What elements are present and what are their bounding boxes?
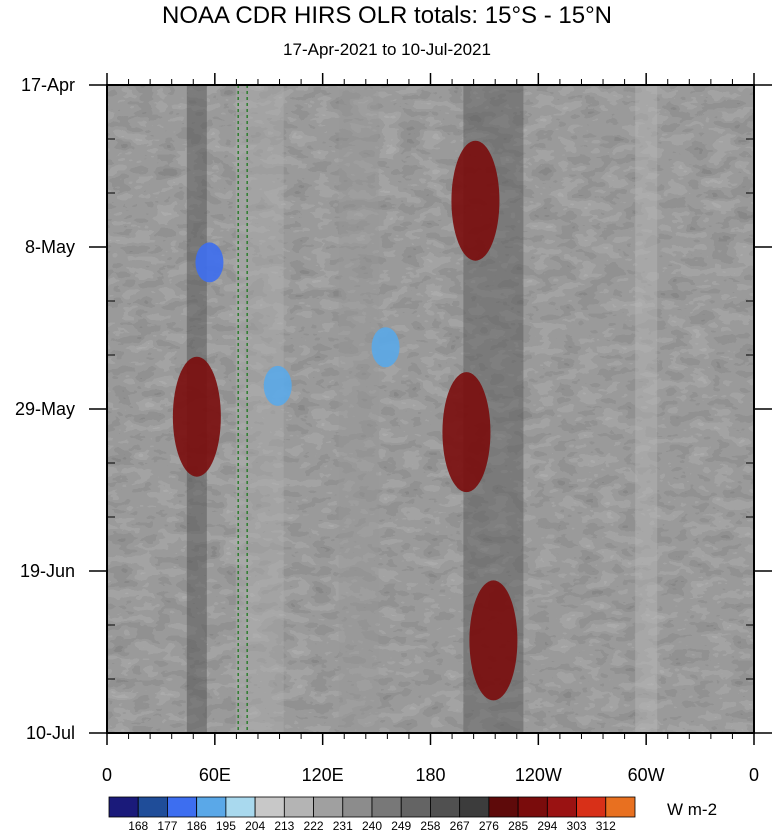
y-axis: 17-Apr 8-May 29-May 19-Jun 10-Jul (15, 75, 772, 743)
colorbar-label: 222 (304, 819, 324, 833)
colorbar-label: 231 (333, 819, 353, 833)
dry-region (442, 372, 491, 493)
y-tick-label: 29-May (15, 399, 75, 419)
colorbar-label: 294 (537, 819, 557, 833)
colorbar-box (459, 796, 490, 818)
x-tick-label: 60W (628, 765, 665, 785)
colorbar-box (605, 796, 636, 818)
convection-region (263, 365, 292, 406)
colorbar-box (225, 796, 256, 818)
colorbar-box (517, 796, 548, 818)
x-axis: 0 60E 120E 180 120W 60W 0 (102, 73, 759, 785)
x-tick-label: 0 (749, 765, 759, 785)
x-tick-label: 180 (415, 765, 445, 785)
colorbar-box (488, 796, 519, 818)
colorbar-label: 213 (274, 819, 294, 833)
colorbar-label: 177 (157, 819, 177, 833)
colorbar-box (313, 796, 344, 818)
chart-subtitle: 17-Apr-2021 to 10-Jul-2021 (283, 40, 491, 59)
colorbar-label: 312 (596, 819, 616, 833)
colorbar-label: 303 (567, 819, 587, 833)
chart-title: NOAA CDR HIRS OLR totals: 15°S - 15°N (162, 2, 612, 29)
colorbar-label: 249 (391, 819, 411, 833)
colorbar-label: 168 (128, 819, 148, 833)
colorbar-label: 186 (187, 819, 207, 833)
colorbar-box (576, 796, 607, 818)
field-band (338, 85, 379, 733)
colorbar-label: 285 (508, 819, 528, 833)
dry-region (451, 140, 500, 261)
colorbar-box (167, 796, 198, 818)
convection-region (371, 327, 400, 368)
colorbar-label: 240 (362, 819, 382, 833)
dry-region (469, 580, 518, 701)
y-tick-label: 10-Jul (26, 723, 75, 743)
colorbar-label: 267 (450, 819, 470, 833)
colorbar-box (342, 796, 373, 818)
colorbar-box (137, 796, 168, 818)
colorbar-box (546, 796, 577, 818)
y-tick-label: 19-Jun (20, 561, 75, 581)
x-tick-label: 120E (302, 765, 344, 785)
x-tick-label: 60E (199, 765, 231, 785)
colorbar-label: 276 (479, 819, 499, 833)
x-tick-label: 0 (102, 765, 112, 785)
colorbar-box (108, 796, 139, 818)
convection-region (195, 242, 224, 283)
colorbar-label: 204 (245, 819, 265, 833)
colorbar-box (430, 796, 461, 818)
colorbar-box (283, 796, 314, 818)
colorbar-box (400, 796, 431, 818)
colorbar-label: 258 (420, 819, 440, 833)
x-tick-label: 120W (515, 765, 562, 785)
colorbar: 168 177 186 195 204 213 222 231 240 249 258 267 276 2… (108, 796, 636, 833)
field-band (235, 85, 284, 733)
colorbar-label: 195 (216, 819, 236, 833)
dry-region (172, 356, 221, 477)
y-tick-label: 17-Apr (21, 75, 75, 95)
y-tick-label: 8-May (25, 237, 75, 257)
field-band (635, 85, 658, 733)
colorbar-units: W m-2 (667, 800, 717, 819)
colorbar-box (254, 796, 285, 818)
colorbar-box (196, 796, 227, 818)
colorbar-box (371, 796, 402, 818)
olr-field (107, 85, 754, 733)
